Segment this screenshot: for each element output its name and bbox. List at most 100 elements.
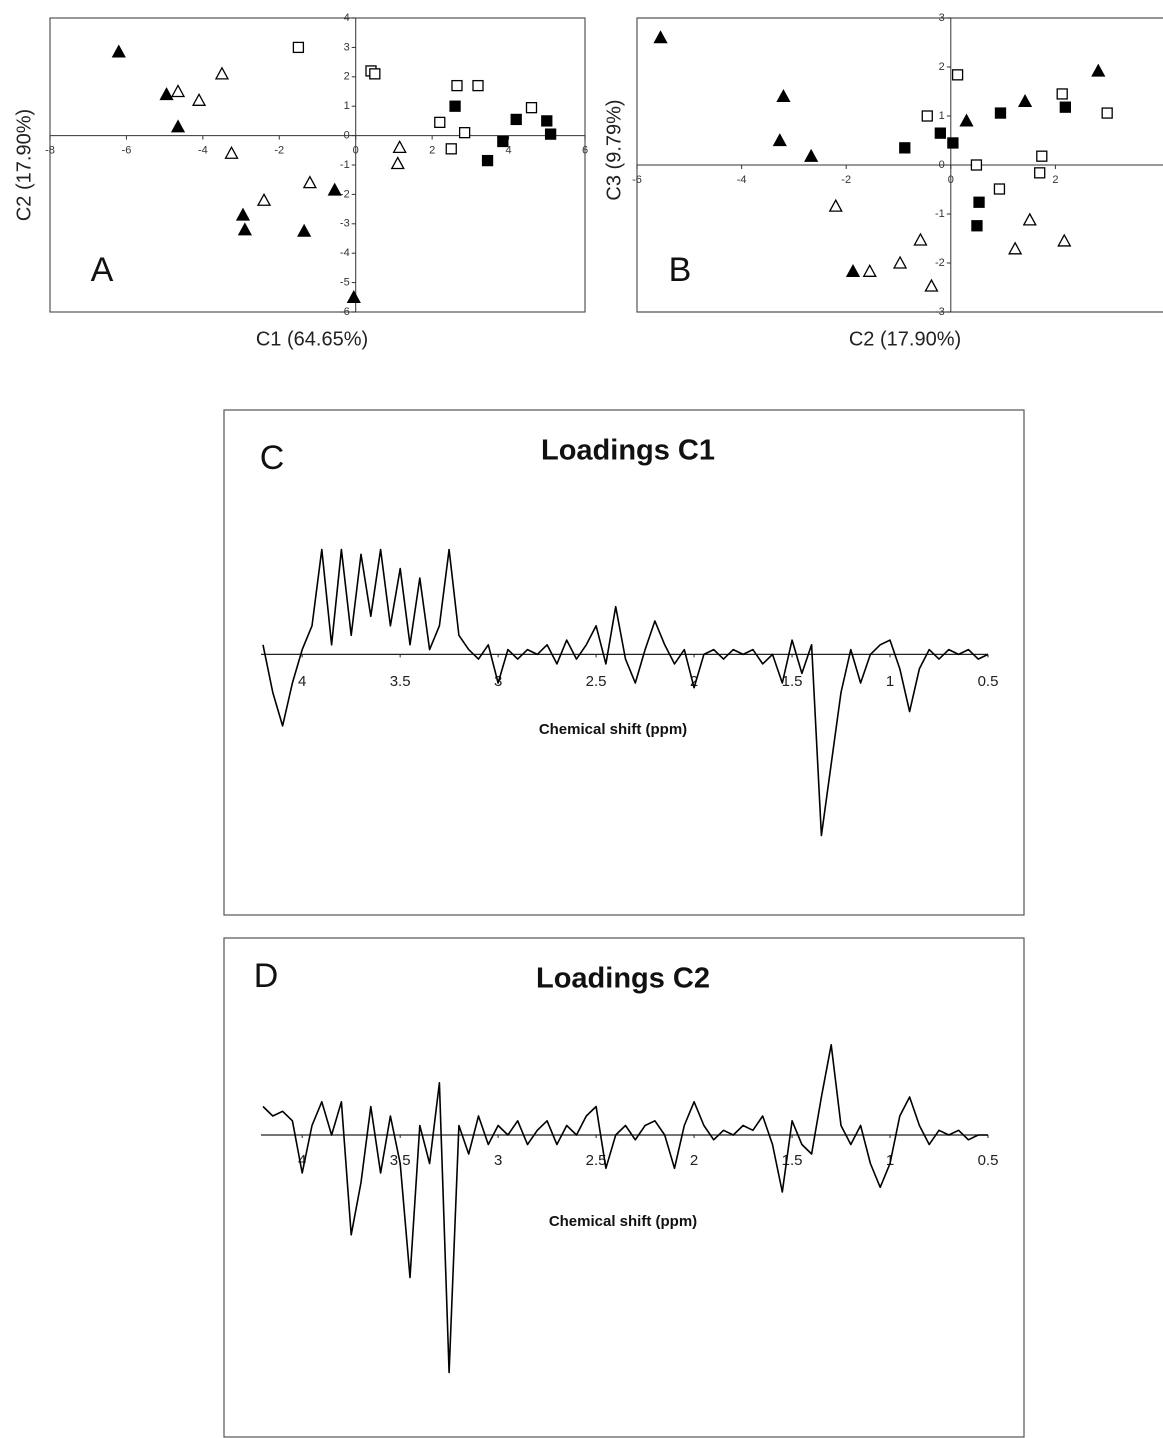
square-point: [934, 127, 946, 139]
triangle-point: [828, 198, 843, 212]
triangle-point: [1057, 233, 1072, 247]
square-point: [1034, 167, 1046, 179]
square-point: [993, 183, 1006, 195]
triangle-point: [804, 148, 819, 162]
x-tick-label: -8: [45, 145, 55, 157]
y-tick-label: -2: [340, 188, 350, 200]
triangle-point: [302, 175, 317, 189]
x-axis-label: Chemical shift (ppm): [549, 1213, 697, 1230]
y-tick-label: 3: [344, 41, 350, 53]
y-tick-label: 0: [939, 159, 945, 171]
y-tick-label: -1: [935, 208, 945, 220]
triangle-point: [862, 263, 877, 277]
triangle-point: [256, 192, 272, 206]
triangle-point: [845, 263, 861, 277]
chart-title: Loadings C1: [541, 435, 715, 467]
x-tick-label: -4: [198, 145, 208, 157]
panel-letter: A: [91, 251, 114, 289]
triangle-point: [772, 133, 787, 147]
square-point: [971, 220, 983, 232]
y-tick-label: 1: [939, 110, 945, 122]
panel-frame: [223, 409, 1025, 916]
x-tick-label: 2.5: [586, 673, 607, 690]
square-point: [449, 100, 461, 112]
square-point: [1036, 150, 1048, 162]
y-tick-label: -4: [340, 247, 350, 259]
x-tick-label: 0.5: [978, 1152, 999, 1169]
panel-frame: [223, 937, 1025, 1438]
panel-letter: C: [260, 439, 285, 477]
x-tick-label: 4: [298, 673, 306, 690]
x-axis-label: C1 (64.65%): [256, 328, 368, 350]
x-tick-label: 2: [429, 145, 435, 157]
square-point: [445, 143, 457, 155]
square-point: [973, 196, 985, 208]
square-point: [472, 79, 484, 92]
panel-letter: D: [254, 957, 279, 995]
triangle-point: [297, 223, 312, 237]
y-tick-label: -1: [340, 159, 350, 171]
x-axis-label: Chemical shift (ppm): [539, 721, 687, 738]
y-axis-label: C2 (17.90%): [13, 109, 35, 221]
y-tick-label: 2: [344, 71, 350, 83]
x-tick-label: 0: [948, 174, 954, 186]
chart-title: Loadings C2: [536, 963, 710, 995]
x-tick-label: 4: [506, 145, 512, 157]
square-point: [1059, 101, 1071, 113]
x-tick-label: 4: [298, 1152, 306, 1169]
x-tick-label: 2: [1052, 174, 1058, 186]
y-axis-label: C3 (9.79%): [603, 99, 625, 200]
x-tick-label: 1.5: [782, 673, 803, 690]
triangle-point: [170, 84, 186, 98]
triangle-point: [653, 30, 668, 44]
x-tick-label: 1.5: [782, 1152, 803, 1169]
square-point: [434, 116, 446, 129]
triangle-point: [237, 222, 252, 236]
triangle-point: [224, 145, 239, 159]
square-point: [497, 135, 509, 148]
square-point: [970, 159, 983, 171]
x-tick-label: -6: [632, 174, 642, 186]
square-point: [899, 142, 911, 154]
triangle-point: [170, 119, 186, 133]
panel-frame: [49, 17, 586, 313]
square-point: [994, 107, 1007, 119]
x-tick-label: -2: [841, 174, 851, 186]
y-tick-label: -3: [340, 218, 350, 230]
y-tick-label: 3: [939, 12, 945, 24]
square-point: [947, 137, 959, 149]
x-tick-label: -4: [737, 174, 747, 186]
x-tick-label: 3: [494, 1152, 502, 1169]
square-point: [292, 41, 305, 54]
triangle-point: [959, 113, 974, 127]
triangle-point: [1022, 212, 1037, 226]
triangle-point: [346, 289, 361, 303]
panel-letter: B: [669, 251, 692, 289]
square-point: [1056, 88, 1068, 100]
x-tick-label: 2.5: [586, 1152, 607, 1169]
square-point: [451, 79, 463, 92]
y-tick-label: 0: [344, 130, 350, 142]
y-tick-label: 1: [344, 100, 350, 112]
triangle-point: [1008, 241, 1023, 255]
x-tick-label: 6: [582, 145, 588, 157]
square-point: [510, 113, 522, 126]
square-point: [541, 115, 553, 127]
y-tick-label: 4: [344, 12, 350, 24]
y-tick-label: -2: [935, 257, 945, 269]
triangle-point: [913, 232, 928, 246]
triangle-point: [924, 278, 939, 292]
square-point: [458, 127, 471, 139]
triangle-point: [327, 182, 342, 196]
y-tick-label: -6: [340, 306, 350, 318]
square-point: [921, 110, 933, 122]
x-tick-label: 2: [690, 673, 698, 690]
triangle-point: [235, 207, 251, 221]
triangle-point: [392, 140, 407, 154]
square-point: [1101, 107, 1113, 119]
triangle-point: [214, 66, 230, 80]
triangle-point: [159, 87, 174, 101]
triangle-point: [1017, 93, 1033, 107]
